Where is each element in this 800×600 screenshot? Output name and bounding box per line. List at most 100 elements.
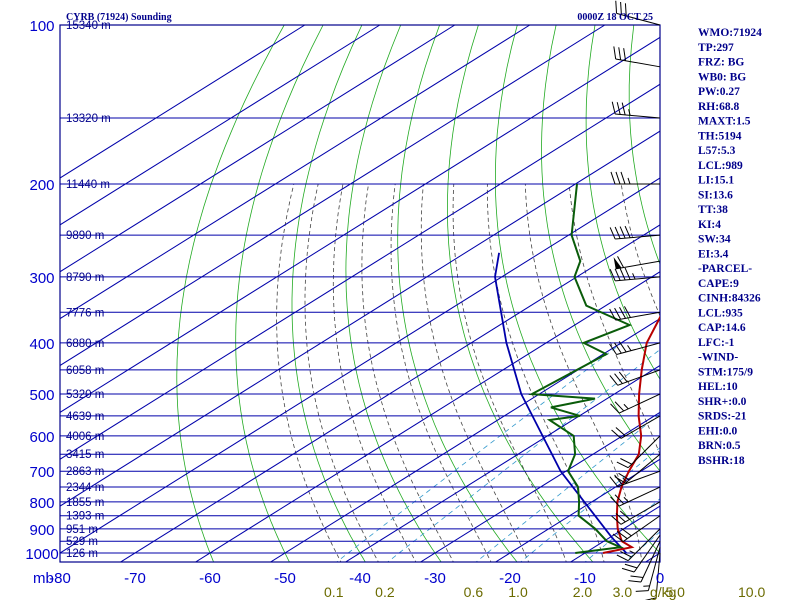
wind-barb-flag <box>616 530 628 540</box>
wind-barb-flag <box>609 227 616 240</box>
moist-adiabat--25 <box>361 183 454 562</box>
mixing-ratio-label: 0.2 <box>375 584 395 600</box>
index-line: SI:13.6 <box>698 189 733 201</box>
mixing-ratio-line-0.1 <box>335 342 623 562</box>
dry-adiabat--20 <box>397 25 518 562</box>
moist-adiabat-10 <box>620 183 660 317</box>
wind-barb-flag <box>620 527 632 537</box>
wind-barb <box>609 341 661 356</box>
wind-barb <box>609 267 661 282</box>
dewpoint-profile <box>528 183 633 554</box>
parcel-line <box>494 252 627 554</box>
moist-adiabat-0 <box>524 183 643 562</box>
wind-barb-flag <box>615 171 621 185</box>
mixing-ratio-label: 1.0 <box>508 584 528 600</box>
isotherm--130 <box>60 25 531 320</box>
wind-barb-flag <box>635 590 649 592</box>
wind-barb-flag <box>624 225 631 238</box>
wind-barb <box>610 393 661 414</box>
height-label: 13320 m <box>66 113 111 125</box>
wind-barb-flag <box>618 47 622 60</box>
wind-barb-staff <box>615 311 661 321</box>
wind-barb-staff <box>616 342 661 356</box>
moist-adiabat--30 <box>332 183 417 562</box>
wind-barb <box>611 101 661 119</box>
pressure-tick-label: 400 <box>29 336 54 353</box>
wind-barb <box>621 534 661 573</box>
mixing-ratio-line-0.2 <box>387 349 660 562</box>
wind-barb-flag <box>623 48 627 61</box>
index-line: EHI:0.0 <box>698 425 738 437</box>
wind-barb-flag <box>620 171 626 185</box>
index-line: CINH:84326 <box>698 293 761 305</box>
pressure-tick-label: 300 <box>29 270 54 287</box>
wind-barb-flag <box>615 427 626 437</box>
wind-barb-flag <box>611 101 616 115</box>
wind-barb <box>610 171 660 185</box>
wind-barb <box>628 541 661 583</box>
wind-barb-flag <box>624 563 638 569</box>
wind-barb <box>616 435 661 469</box>
dry-adiabat--30 <box>345 25 442 562</box>
wind-barb-staff <box>625 453 661 484</box>
wind-barb-flag <box>644 597 657 600</box>
wind-barb <box>613 256 661 270</box>
index-line: SHR+:0.0 <box>698 396 747 408</box>
wind-barb-half-flag <box>627 345 632 351</box>
index-line: HEL:10 <box>698 381 738 393</box>
pressure-unit-label: mb <box>33 570 54 587</box>
moist-adiabats <box>276 183 660 562</box>
sounding-indices: WMO:71924 TP:297 FRZ: BG WB0: BG PW:0.27 RH:6… <box>698 27 762 467</box>
wind-barbs <box>609 0 661 600</box>
wind-barb-flag <box>609 308 617 321</box>
mixing-ratio-line-10 <box>752 343 800 564</box>
temperature-tick-label: -20 <box>499 570 521 587</box>
wind-barb-flag <box>614 226 621 239</box>
wind-barb-staff <box>622 515 661 542</box>
temperature-tick-label: 0 <box>656 570 664 587</box>
wind-barb-staff <box>615 58 661 68</box>
height-label: 11440 m <box>66 179 110 191</box>
moist-adiabat--35 <box>304 183 379 562</box>
moist-adiabat-5 <box>568 183 660 456</box>
wind-barb-flag <box>630 575 644 578</box>
wind-barb-flag <box>619 306 626 319</box>
index-line: BRN:0.5 <box>698 440 741 452</box>
wind-barb-half-flag <box>628 109 631 116</box>
index-line: PW:0.27 <box>698 86 740 98</box>
wind-barb-staff <box>655 552 661 598</box>
pressure-labels: 100 200 300 400 500 600 700 800 900 1000 <box>25 18 58 563</box>
index-line: FRZ: BG <box>698 57 744 69</box>
wind-barb-flag <box>620 458 632 465</box>
wind-barb-flag <box>614 373 623 384</box>
index-line: LCL:989 <box>698 160 743 172</box>
wind-barb-flag <box>619 268 626 281</box>
isobars <box>60 24 660 563</box>
mixing-ratio-unit-label: g/kg <box>650 584 676 600</box>
wind-barb-flag <box>620 551 632 558</box>
index-line: SRDS:-21 <box>698 411 747 423</box>
parcel-profile <box>494 252 627 554</box>
pressure-tick-label: 500 <box>29 387 54 404</box>
wind-barb <box>611 415 661 439</box>
wind-barb-half-flag <box>629 550 636 555</box>
wind-barb-flag <box>613 342 622 354</box>
wind-barb-half-flag <box>623 496 629 503</box>
mixing-ratio-line-0.6 <box>475 413 660 562</box>
pressure-tick-label: 700 <box>29 464 54 481</box>
isotherm--10 <box>569 505 660 562</box>
height-label: 126 m <box>66 548 98 560</box>
plot-border <box>59 24 661 563</box>
height-labels: 15340 m 13320 m 11440 m 9890 m 8790 m 7776 m 6… <box>66 20 111 560</box>
index-line: WB0: BG <box>698 71 746 83</box>
wind-barb <box>609 470 661 488</box>
pressure-tick-label: 600 <box>29 429 54 446</box>
mixing-ratio-labels: 0.10.20.61.02.03.05.010.020.040 <box>324 584 765 600</box>
temperature-tick-label: -50 <box>274 570 296 587</box>
wind-barb-flag <box>609 343 617 355</box>
index-line: CAPE:9 <box>698 278 739 290</box>
wind-barb-flag <box>621 102 626 116</box>
dry-adiabat-30 <box>628 25 660 266</box>
wind-barb-flag <box>616 461 629 469</box>
wind-barb-flag <box>615 513 626 523</box>
